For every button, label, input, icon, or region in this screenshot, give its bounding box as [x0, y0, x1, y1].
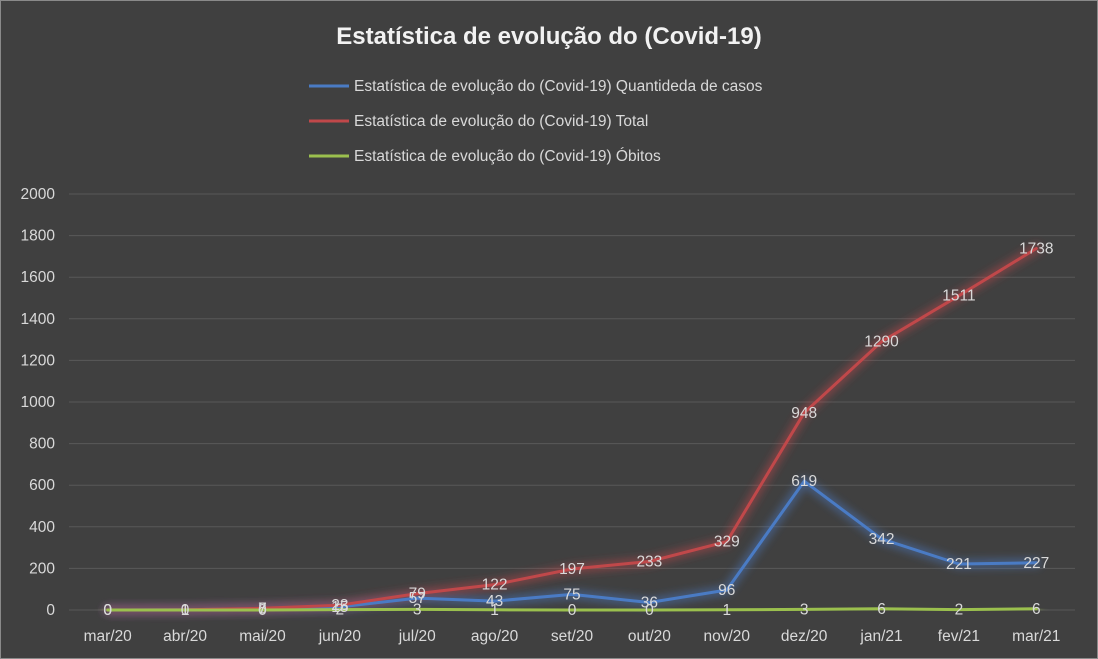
data-label-series-3: 6 [877, 601, 886, 618]
series-lines [106, 247, 1038, 612]
data-label-series-3: 0 [645, 602, 654, 619]
x-tick-label: dez/20 [781, 628, 828, 645]
data-label-series-1: 7 [258, 601, 267, 618]
chart-title: Estatística de evolução do (Covid-19) [336, 23, 761, 50]
y-tick-label: 200 [29, 560, 55, 577]
y-tick-label: 0 [46, 602, 55, 619]
data-label-series-2: 233 [636, 554, 662, 571]
data-label-series-3: 1 [490, 602, 499, 619]
x-tick-label: jun/20 [318, 628, 362, 645]
series-line-2 [106, 247, 1038, 612]
x-tick-label: jan/21 [859, 628, 902, 645]
data-label-series-3: 3 [413, 601, 422, 618]
legend: Estatística de evolução do (Covid-19) Qu… [309, 78, 763, 165]
x-tick-label: jul/20 [398, 628, 436, 645]
x-tick-label: out/20 [628, 628, 671, 645]
data-label-series-1: 1 [181, 602, 190, 619]
data-label-series-3: 1 [722, 602, 731, 619]
data-label-series-3: 0 [568, 602, 577, 619]
data-label-series-1: 342 [869, 531, 895, 548]
data-label-series-3: 0 [103, 602, 112, 619]
x-tick-label: nov/20 [703, 628, 750, 645]
data-label-series-1: 96 [718, 582, 735, 599]
data-label-series-2: 1738 [1019, 240, 1053, 257]
x-tick-label: abr/20 [163, 628, 207, 645]
x-tick-label: mar/20 [84, 628, 133, 645]
data-label-series-2: 122 [482, 577, 508, 594]
y-tick-label: 1200 [21, 352, 56, 369]
data-label-series-2: 329 [714, 534, 740, 551]
x-axis: mar/20 abr/20 mai/20 jun/20 jul/20 ago/20 set/… [84, 628, 1061, 645]
data-label-series-1: 57 [409, 590, 426, 607]
x-tick-label: mar/21 [1012, 628, 1060, 645]
data-label-series-1: 0 [103, 602, 112, 619]
data-label-series-2: 1 [181, 602, 190, 619]
data-label-series-1: 227 [1023, 555, 1049, 572]
data-label-series-3: 3 [800, 601, 809, 618]
data-label-series-2: 1511 [942, 288, 975, 305]
y-tick-label: 1800 [21, 228, 56, 245]
data-label-series-2: 1290 [864, 334, 899, 351]
x-tick-label: set/20 [551, 628, 594, 645]
data-label-series-2: 197 [559, 561, 585, 578]
data-label-series-3: 6 [1032, 601, 1041, 618]
data-label-series-3: 0 [258, 602, 267, 619]
data-label-series-2: 0 [103, 602, 112, 619]
data-label-series-1: 43 [486, 593, 503, 610]
data-label-series-3: 2 [336, 602, 345, 619]
data-label-series-1: 75 [563, 586, 580, 603]
legend-label-3: Estatística de evolução do (Covid-19) Ób… [354, 148, 661, 165]
series-glow-2 [102, 243, 1042, 615]
series-glow [102, 243, 1042, 615]
data-label-series-3: 0 [181, 602, 190, 619]
y-tick-label: 2000 [21, 186, 56, 203]
series-line-3 [106, 607, 1038, 612]
data-label-series-2: 79 [409, 586, 426, 603]
data-label-series-1: 221 [946, 556, 972, 573]
x-tick-label: mai/20 [239, 628, 286, 645]
x-tick-label: ago/20 [471, 628, 519, 645]
y-tick-label: 1000 [21, 394, 56, 411]
y-tick-label: 600 [29, 477, 55, 494]
data-label-series-2: 23 [331, 597, 348, 614]
legend-label-2: Estatística de evolução do (Covid-19) To… [354, 113, 648, 130]
data-label-series-1: 15 [331, 599, 348, 616]
data-label-series-1: 619 [791, 473, 817, 490]
y-tick-label: 1400 [21, 311, 56, 328]
y-tick-label: 800 [29, 436, 55, 453]
data-label-series-2: 948 [791, 405, 817, 422]
data-label-series-2: 8 [258, 600, 267, 617]
legend-label-1: Estatística de evolução do (Covid-19) Qu… [354, 78, 763, 95]
data-label-series-1: 36 [641, 595, 658, 612]
y-tick-label: 1600 [21, 269, 56, 286]
x-tick-label: fev/21 [938, 628, 980, 645]
y-tick-label: 400 [29, 519, 55, 536]
data-label-series-3: 2 [955, 602, 964, 619]
y-axis: 0 200 400 600 800 1000 1200 1400 1600 1800 2000 [21, 186, 56, 619]
